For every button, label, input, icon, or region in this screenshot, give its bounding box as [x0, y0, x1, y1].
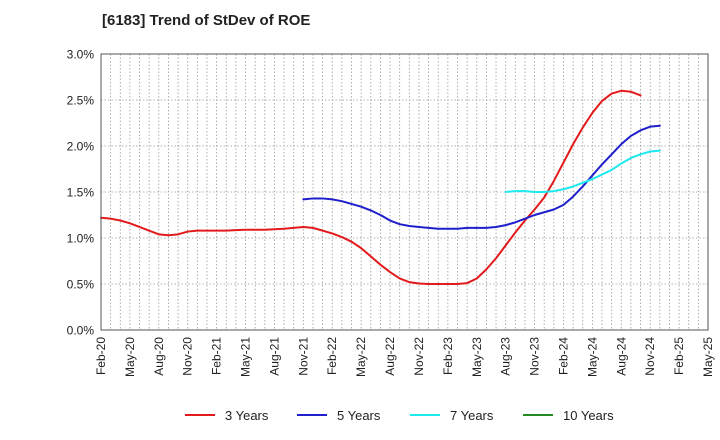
x-tick-label: Aug-20 — [152, 337, 166, 376]
legend-item: 5 Years — [297, 405, 380, 425]
legend-swatch — [410, 414, 440, 416]
legend-label: 3 Years — [225, 407, 269, 423]
series-line-5-years — [302, 124, 661, 230]
x-tick-label: May-24 — [585, 337, 599, 377]
x-axis-tick-labels: Feb-20 May-20 Aug-20 Nov-20 Feb-21 May-21 Aug-… — [94, 337, 715, 377]
x-tick-label: Feb-24 — [556, 337, 570, 375]
line-chart: 0.0% 0.5% 1.0% 1.5% 2.0% 2.5% 3.0% Feb-20 May-2… — [67, 48, 715, 378]
x-tick-label: May-21 — [239, 337, 253, 377]
y-tick-label: 0.0% — [67, 324, 95, 338]
legend-swatch — [297, 414, 327, 416]
legend-item: 7 Years — [410, 405, 493, 425]
x-tick-label: Feb-25 — [672, 337, 686, 375]
x-tick-label: Feb-23 — [441, 337, 455, 375]
legend-item: 10 Years — [523, 405, 614, 425]
y-tick-label: 0.5% — [67, 278, 95, 292]
y-tick-label: 1.5% — [67, 186, 95, 200]
legend-swatch — [185, 414, 215, 416]
y-tick-label: 1.0% — [67, 232, 95, 246]
x-tick-label: May-25 — [701, 337, 715, 377]
series-line-3-years — [100, 89, 642, 285]
legend-label: 7 Years — [450, 407, 494, 423]
legend-label: 10 Years — [563, 407, 614, 423]
y-tick-label: 2.5% — [67, 94, 95, 108]
series-lines — [100, 89, 661, 285]
x-tick-label: Nov-20 — [181, 337, 195, 376]
x-tick-label: Nov-24 — [643, 337, 657, 376]
x-tick-label: Nov-23 — [528, 337, 542, 376]
legend: 3 Years 5 Years 7 Years 10 Years — [0, 405, 720, 425]
legend-swatch — [523, 414, 553, 416]
y-axis-tick-labels: 0.0% 0.5% 1.0% 1.5% 2.0% 2.5% 3.0% — [67, 48, 95, 338]
x-tick-label: May-22 — [354, 337, 368, 377]
x-tick-label: May-23 — [470, 337, 484, 377]
x-tick-label: Aug-22 — [383, 337, 397, 376]
x-tick-label: Nov-22 — [412, 337, 426, 376]
x-tick-label: Feb-21 — [210, 337, 224, 375]
plot-frame — [100, 53, 709, 331]
series-line-7-years — [504, 149, 661, 193]
x-tick-label: Aug-23 — [499, 337, 513, 376]
grid-lines — [101, 54, 708, 330]
y-tick-label: 3.0% — [67, 48, 95, 62]
x-tick-label: Aug-21 — [267, 337, 281, 376]
y-tick-label: 2.0% — [67, 140, 95, 154]
x-tick-label: May-20 — [123, 337, 137, 377]
legend-label: 5 Years — [337, 407, 381, 423]
legend-item: 3 Years — [185, 405, 268, 425]
x-tick-label: Aug-24 — [614, 337, 628, 376]
x-tick-label: Feb-20 — [94, 337, 108, 375]
x-tick-label: Feb-22 — [325, 337, 339, 375]
chart-title: [6183] Trend of StDev of ROE — [102, 12, 311, 29]
x-tick-label: Nov-21 — [296, 337, 310, 376]
